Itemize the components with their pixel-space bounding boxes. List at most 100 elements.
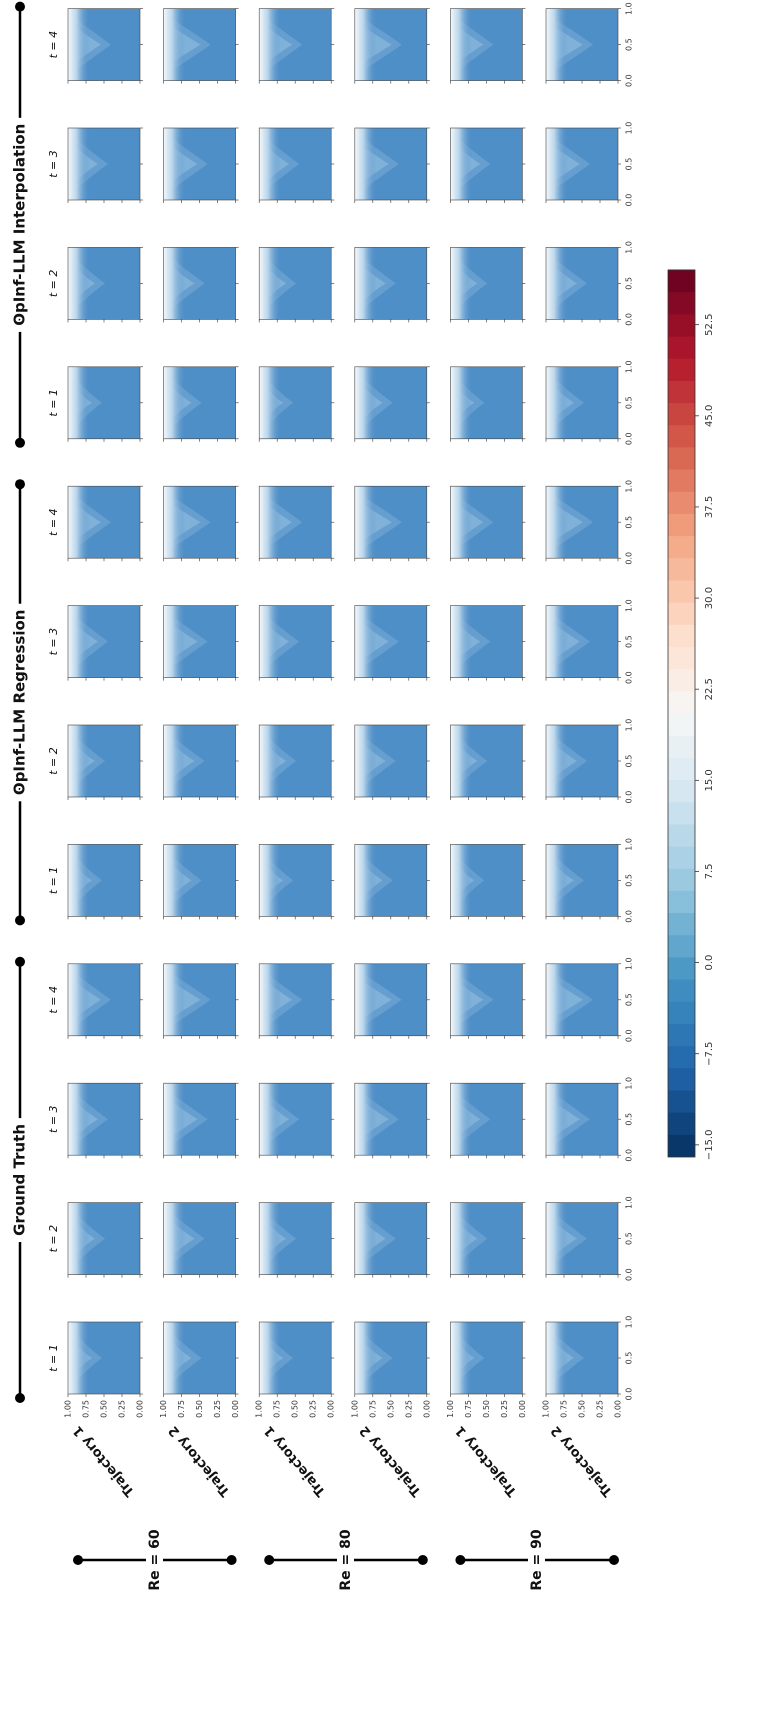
time-label: t = 2 [47,1225,60,1253]
lid-layer [163,486,236,559]
trajectory-label: Trajectory 1 [70,1423,138,1499]
lid-layer [163,366,236,439]
rule-dot [15,956,25,967]
colorbar-tick-label: −7.5 [704,1042,715,1066]
y-tick-label: 1.00 [159,1400,168,1418]
field-panel [258,366,335,442]
lid-layer [546,486,618,559]
colorbar-band [668,846,695,869]
field-panel [545,844,621,920]
colorbar-band [668,380,695,404]
lid-layer [546,725,618,797]
lid-layer [68,366,140,439]
y-tick-label: 0.25 [118,1400,127,1418]
x-tick-label: 0.5 [625,158,634,171]
lid-layer [354,486,427,559]
x-tick-label: 0.0 [625,552,634,565]
field-panel [545,605,621,681]
colorbar-band [668,668,695,692]
field-panel [354,1321,430,1397]
lid-layer [450,247,523,320]
time-label: t = 3 [47,628,60,656]
x-tick-label: 1.0 [625,1316,634,1329]
x-tick-label: 1.0 [625,1196,634,1209]
row-label: Re = 80 [338,1529,354,1590]
lid-layer [68,486,140,559]
x-tick-label: 1.0 [625,480,634,493]
field-panel [67,1082,143,1159]
lid-layer [354,128,427,200]
lid-layer [450,486,523,559]
y-tick-label: 0.00 [518,1400,527,1418]
colorbar-band [668,1067,695,1091]
colorbar-band [668,624,695,647]
colorbar-band [668,779,695,803]
x-tick-label: 0.5 [625,396,634,409]
field-panel [450,127,526,203]
colorbar-band [668,424,695,448]
field-panel [450,247,526,323]
lid-layer [546,8,618,81]
x-tick-label: 1.0 [625,360,634,373]
time-label: t = 3 [47,1105,60,1133]
field-panel [258,485,335,562]
y-tick-label: 0.25 [404,1400,413,1418]
x-tick-label: 0.0 [625,194,634,207]
rule-dot [15,479,25,490]
field-panel [67,605,143,681]
lid-layer [546,605,618,678]
lid-layer [546,366,618,439]
colorbar-band [668,557,695,581]
field-panel [545,724,621,800]
y-tick-label: 1.00 [255,1400,264,1418]
colorbar-tick-label: −15.0 [704,1130,715,1161]
colorbar-band [668,801,695,825]
time-label: t = 4 [47,31,60,59]
lid-layer [163,8,236,81]
field-panel [163,605,239,681]
colorbar-band [668,1023,695,1047]
rule-dot [73,1555,83,1565]
y-tick-label: 1.00 [542,1400,551,1418]
colorbar-band [668,890,695,914]
field-panel [67,1321,143,1397]
figure-body: Ground Truth t = 1 t = 2 t = 3 t = 4 OpInf-LL… [4,1,715,1597]
row-label: Re = 60 [147,1529,163,1590]
field-panel [545,8,621,84]
time-label: t = 1 [47,389,60,417]
colorbar-band [668,1134,695,1157]
x-tick-label: 0.0 [625,1029,634,1042]
field-panel [67,8,143,84]
y-tick-label: 0.00 [231,1400,240,1418]
lid-layer [68,8,140,81]
field-panel [354,127,430,203]
x-tick-label: 0.0 [625,1149,634,1162]
field-panel [258,127,335,203]
y-tick-label: 0.50 [195,1400,204,1418]
field-panel [354,485,430,562]
y-tick-label: 0.75 [368,1400,377,1418]
row-label: Re = 90 [529,1529,545,1590]
colorbar-band [668,469,695,492]
lid-layer [259,844,332,917]
x-tick-label: 0.0 [625,671,634,684]
lid-layer [68,247,140,320]
x-tick-label: 0.5 [625,38,634,51]
lid-layer [68,1083,140,1156]
x-tick-label: 0.0 [625,432,634,445]
field-panel [354,605,430,681]
colorbar-band [668,358,695,381]
y-tick-label: 1.00 [446,1400,455,1418]
lid-layer [354,1083,427,1156]
field-panel [354,8,430,84]
field-panel [258,1321,335,1397]
field-panel [67,844,143,920]
lid-layer [450,1083,523,1156]
colorbar-band [668,513,695,537]
colorbar-band [668,402,695,426]
lid-layer [259,963,332,1036]
lid-layer [546,844,618,917]
lid-layer [354,247,427,320]
x-tick-label: 0.0 [625,910,634,923]
lid-layer [354,366,427,439]
